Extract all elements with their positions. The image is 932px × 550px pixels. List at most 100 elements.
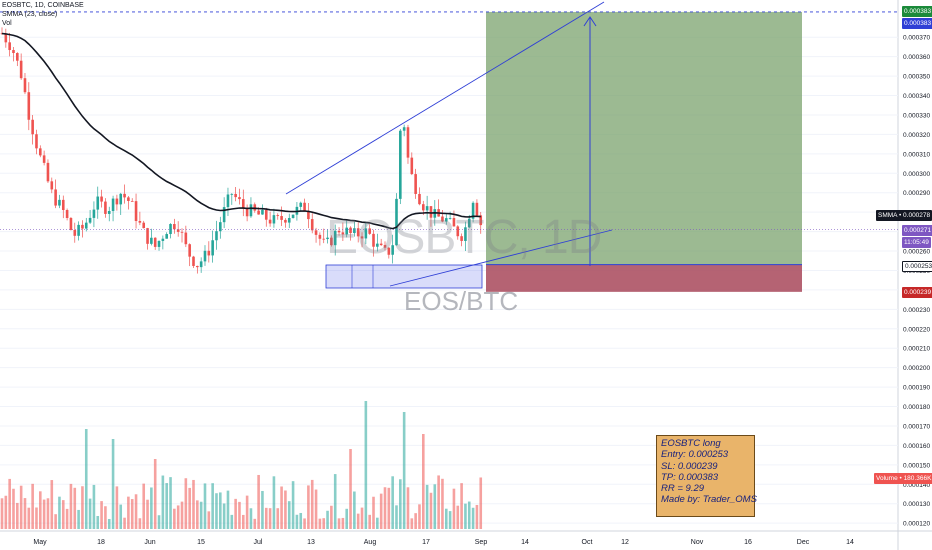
candle-body[interactable] xyxy=(249,204,253,217)
stop-loss-zone[interactable] xyxy=(486,264,802,292)
candle-body[interactable] xyxy=(27,92,31,120)
candle-body[interactable] xyxy=(58,199,61,206)
candle-body[interactable] xyxy=(150,237,153,244)
candle-body[interactable] xyxy=(402,127,406,131)
candle-body[interactable] xyxy=(127,197,130,201)
candle-body[interactable] xyxy=(65,210,69,219)
candle-body[interactable] xyxy=(452,218,456,227)
candle-body[interactable] xyxy=(349,227,352,234)
candle-body[interactable] xyxy=(39,148,42,156)
candle-body[interactable] xyxy=(192,256,195,266)
candle-body[interactable] xyxy=(475,202,479,216)
candle-body[interactable] xyxy=(299,202,303,207)
candle-body[interactable] xyxy=(157,240,161,247)
candle-body[interactable] xyxy=(460,236,463,241)
candle-body[interactable] xyxy=(130,200,134,202)
candle-body[interactable] xyxy=(410,157,414,175)
candle-body[interactable] xyxy=(100,196,103,202)
candle-body[interactable] xyxy=(264,209,268,220)
candle-body[interactable] xyxy=(42,155,46,163)
candle-body[interactable] xyxy=(23,78,27,93)
candle-body[interactable] xyxy=(46,162,50,182)
candle-body[interactable] xyxy=(406,127,410,158)
candle-body[interactable] xyxy=(372,233,375,247)
candle-body[interactable] xyxy=(19,60,23,79)
smma-line[interactable] xyxy=(1,32,481,230)
candle-body[interactable] xyxy=(464,227,467,241)
candle-body[interactable] xyxy=(467,218,471,228)
candle-body[interactable] xyxy=(96,196,100,210)
candle-body[interactable] xyxy=(456,226,460,237)
candle-body[interactable] xyxy=(261,209,264,215)
candle-body[interactable] xyxy=(307,210,310,220)
candle-body[interactable] xyxy=(245,208,249,217)
candle-body[interactable] xyxy=(31,119,34,135)
candle-body[interactable] xyxy=(77,224,80,236)
candle-body[interactable] xyxy=(399,130,402,199)
candle-body[interactable] xyxy=(333,230,337,246)
candle-body[interactable] xyxy=(356,228,360,237)
candle-body[interactable] xyxy=(165,234,168,239)
candle-body[interactable] xyxy=(326,237,329,240)
candle-body[interactable] xyxy=(341,232,345,235)
candle-body[interactable] xyxy=(368,228,371,234)
candle-body[interactable] xyxy=(50,181,54,190)
candle-body[interactable] xyxy=(73,230,77,236)
candle-body[interactable] xyxy=(303,202,306,211)
channel-lower-line[interactable] xyxy=(389,229,613,287)
candle-body[interactable] xyxy=(253,204,257,211)
candle-body[interactable] xyxy=(310,219,314,231)
candle-body[interactable] xyxy=(280,216,283,220)
candle-body[interactable] xyxy=(12,50,15,54)
candle-body[interactable] xyxy=(284,219,287,223)
candle-body[interactable] xyxy=(211,240,214,256)
candle-body[interactable] xyxy=(429,206,433,218)
candle-body[interactable] xyxy=(104,201,107,214)
candle-body[interactable] xyxy=(54,189,57,206)
candle-body[interactable] xyxy=(425,206,429,211)
candle-body[interactable] xyxy=(35,134,38,149)
candle-body[interactable] xyxy=(330,237,333,246)
candle-body[interactable] xyxy=(471,202,475,219)
candle-body[interactable] xyxy=(276,215,280,217)
candle-body[interactable] xyxy=(203,250,207,262)
candle-body[interactable] xyxy=(448,218,452,219)
candle-body[interactable] xyxy=(180,231,184,233)
support-box[interactable] xyxy=(325,264,483,289)
candle-body[interactable] xyxy=(383,245,387,248)
candle-body[interactable] xyxy=(391,245,394,255)
candle-body[interactable] xyxy=(138,221,142,223)
candle-body[interactable] xyxy=(257,210,260,215)
candle-body[interactable] xyxy=(142,222,146,229)
candle-body[interactable] xyxy=(395,198,398,246)
candle-body[interactable] xyxy=(364,228,368,239)
candle-body[interactable] xyxy=(314,230,318,235)
candle-body[interactable] xyxy=(479,215,483,226)
candle-body[interactable] xyxy=(318,234,322,239)
candle-body[interactable] xyxy=(88,217,92,223)
candle-body[interactable] xyxy=(16,53,19,61)
candle-body[interactable] xyxy=(379,243,383,246)
symbol-title[interactable]: EOSBTC, 1D, COINBASE xyxy=(2,2,84,9)
candle-body[interactable] xyxy=(241,199,245,209)
candle-body[interactable] xyxy=(345,227,348,235)
candle-body[interactable] xyxy=(81,224,84,229)
candle-body[interactable] xyxy=(188,244,191,257)
take-profit-zone[interactable] xyxy=(486,11,802,265)
candle-body[interactable] xyxy=(444,218,448,222)
candle-body[interactable] xyxy=(387,247,391,255)
candle-body[interactable] xyxy=(92,209,96,218)
candle-body[interactable] xyxy=(107,211,111,214)
candle-body[interactable] xyxy=(169,224,172,235)
candle-body[interactable] xyxy=(230,193,234,195)
indicator-volume-label[interactable]: Vol xyxy=(2,20,12,27)
candle-body[interactable] xyxy=(119,193,123,205)
channel-upper-line[interactable] xyxy=(285,1,605,195)
candle-body[interactable] xyxy=(4,33,8,43)
candle-body[interactable] xyxy=(360,236,364,239)
candle-body[interactable] xyxy=(69,218,73,231)
candle-body[interactable] xyxy=(61,199,65,211)
trade-note[interactable]: EOSBTC long Entry: 0.000253 SL: 0.000239… xyxy=(656,435,757,517)
candle-body[interactable] xyxy=(8,42,11,51)
